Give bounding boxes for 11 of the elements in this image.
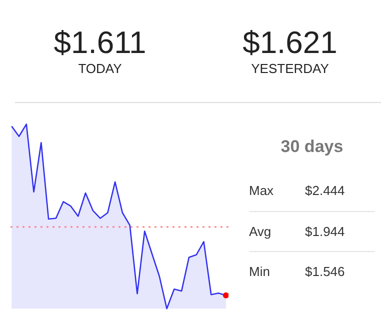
text: 30 days bbox=[280, 136, 344, 158]
text: Min bbox=[249, 262, 271, 280]
text: $1.621 bbox=[242, 25, 338, 60]
text: $2.444 bbox=[305, 182, 345, 200]
text: $1.546 bbox=[305, 262, 345, 280]
text: Max bbox=[249, 182, 275, 200]
text: Avg bbox=[249, 222, 272, 241]
text: YESTERDAY bbox=[250, 60, 330, 78]
text: $1.611 bbox=[52, 25, 148, 60]
text: $1.944 bbox=[305, 222, 345, 240]
text: TODAY bbox=[77, 60, 123, 78]
